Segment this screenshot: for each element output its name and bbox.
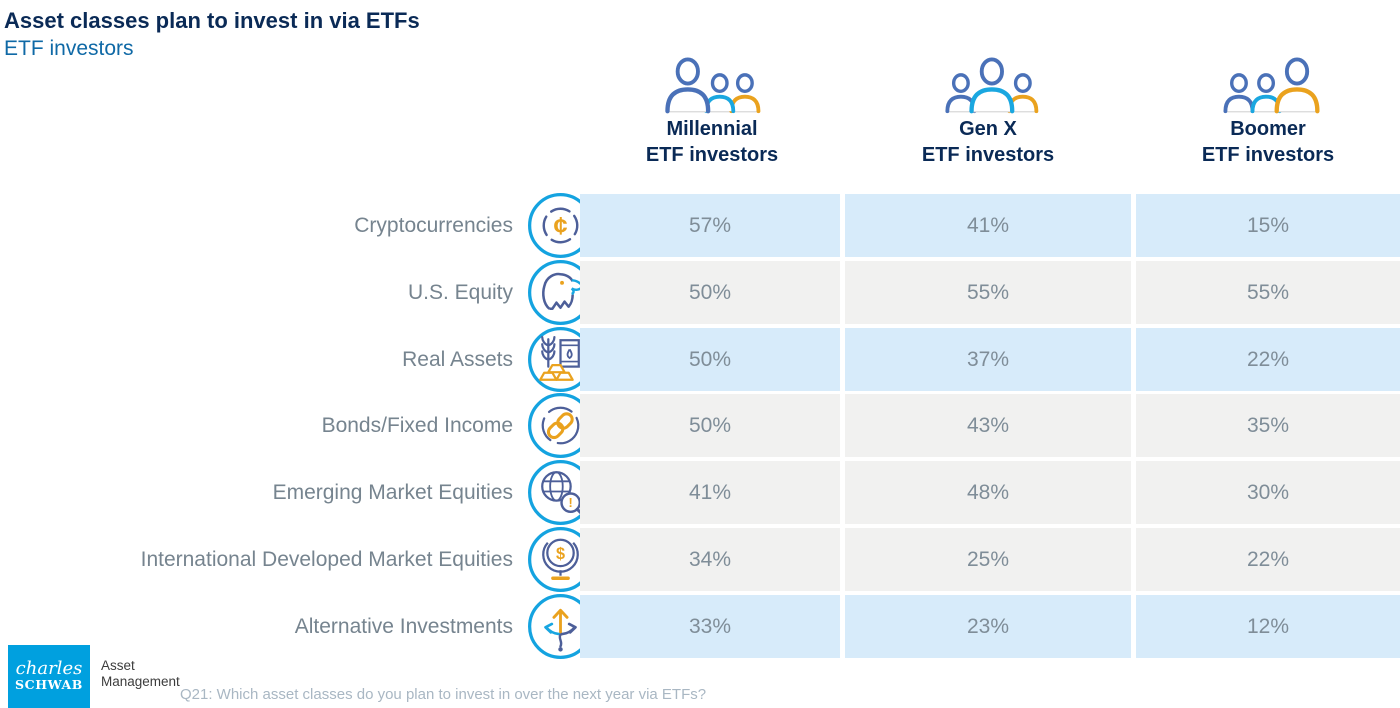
survey-question-footnote: Q21: Which asset classes do you plan to …: [180, 686, 707, 703]
column-header-genx: Gen X ETF investors: [857, 56, 1119, 168]
brand-line1: Asset: [101, 658, 135, 673]
table-row: U.S. Equity 50% 55% 55%: [0, 259, 1400, 326]
commodities-icon: [527, 326, 594, 393]
value-cell: 12%: [1136, 595, 1400, 658]
value-cell: 48%: [845, 461, 1131, 524]
svg-text:!: !: [569, 496, 573, 510]
value-cell: 43%: [845, 394, 1131, 457]
globe-magnifier-icon: !: [527, 459, 594, 526]
value-cell: 50%: [580, 394, 840, 457]
table-row: Cryptocurrencies ¢ 57% 41% 15%: [0, 193, 1400, 258]
value-cell: 22%: [1136, 528, 1400, 591]
value-cell: 55%: [845, 261, 1131, 324]
value-cell: 37%: [845, 328, 1131, 391]
charles-schwab-logo: charles SCHWAB: [8, 645, 90, 708]
column-title-line1: Gen X: [959, 118, 1017, 140]
column-title-line2: ETF investors: [1201, 144, 1335, 166]
table-row: International Developed Market Equities …: [0, 526, 1400, 593]
value-cell: 50%: [580, 328, 840, 391]
value-cell: 15%: [1136, 194, 1400, 257]
eagle-icon: [527, 259, 594, 326]
table-row: Bonds/Fixed Income 50% 43% 35%: [0, 393, 1400, 458]
row-label: U.S. Equity: [407, 280, 513, 304]
column-title-line2: ETF investors: [645, 144, 779, 166]
row-label: Cryptocurrencies: [354, 213, 513, 237]
column-title-line1: Boomer: [1230, 118, 1306, 140]
people-group-genx-icon: [857, 56, 1119, 116]
value-cell: 22%: [1136, 328, 1400, 391]
value-cell: 35%: [1136, 394, 1400, 457]
row-label: Alternative Investments: [294, 614, 513, 638]
brand-asset-management: Asset Management: [101, 658, 180, 690]
value-cell: 33%: [580, 595, 840, 658]
table-row: Alternative Investments 33% 23% 12%: [0, 594, 1400, 659]
row-label: Bonds/Fixed Income: [321, 413, 513, 437]
table-row: Real Assets 50% 37% 22%: [0, 326, 1400, 393]
brand-line2: Management: [101, 674, 180, 689]
row-label: Real Assets: [402, 347, 513, 371]
people-group-boomer-icon: [1137, 56, 1399, 116]
column-header-boomer: Boomer ETF investors: [1137, 56, 1399, 168]
column-header-millennial: Millennial ETF investors: [581, 56, 843, 168]
logo-text-charles: charles: [15, 658, 83, 679]
row-label: International Developed Market Equities: [140, 547, 513, 571]
value-cell: 41%: [845, 194, 1131, 257]
value-cell: 25%: [845, 528, 1131, 591]
value-cell: 50%: [580, 261, 840, 324]
value-cell: 55%: [1136, 261, 1400, 324]
column-title-line2: ETF investors: [921, 144, 1055, 166]
globe-dollar-icon: $: [527, 526, 594, 593]
column-title-line1: Millennial: [666, 118, 758, 140]
value-cell: 30%: [1136, 461, 1400, 524]
value-cell: 34%: [580, 528, 840, 591]
people-group-millennial-icon: [581, 56, 843, 116]
row-label: Emerging Market Equities: [272, 480, 513, 504]
value-cell: 41%: [580, 461, 840, 524]
page-title: Asset classes plan to invest in via ETFs: [4, 8, 420, 33]
table-row: Emerging Market Equities ! 41% 48% 30%: [0, 459, 1400, 526]
page-subtitle: ETF investors: [4, 37, 134, 60]
value-cell: 57%: [580, 194, 840, 257]
value-cell: 23%: [845, 595, 1131, 658]
svg-text:$: $: [556, 545, 565, 563]
logo-text-schwab: SCHWAB: [15, 677, 83, 692]
svg-text:¢: ¢: [553, 213, 567, 241]
